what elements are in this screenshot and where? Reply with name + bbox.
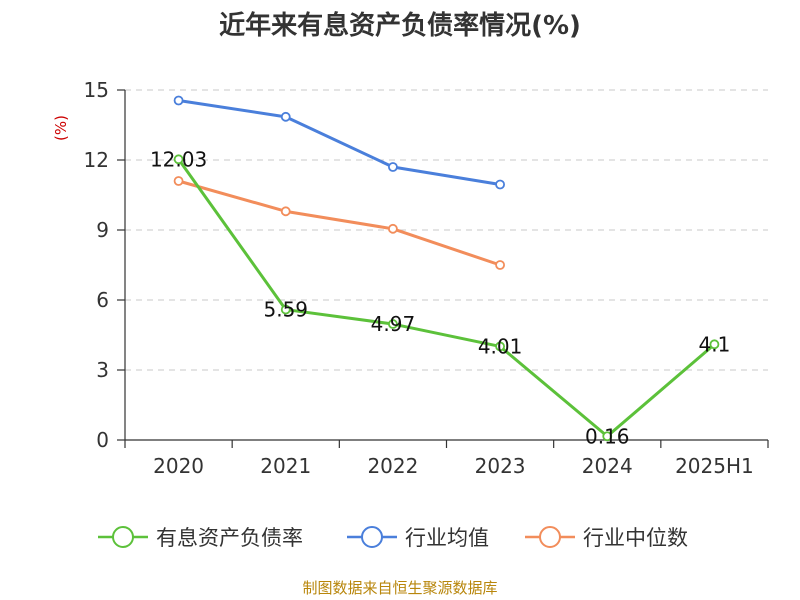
data-point	[173, 95, 184, 106]
x-tick-label: 2023	[475, 454, 526, 478]
data-point	[173, 154, 184, 165]
series-line	[178, 99, 501, 186]
y-tick-label: 0	[96, 428, 109, 452]
data-label: 4.01	[478, 334, 523, 358]
y-unit-label: (%)	[52, 115, 70, 141]
data-point	[495, 260, 505, 270]
legend-item[interactable]: 有息资产负债率	[98, 526, 303, 550]
legend-marker	[112, 526, 134, 548]
data-point	[173, 176, 184, 186]
data-point	[709, 339, 720, 350]
y-tick-label: 6	[96, 288, 109, 312]
legend-label: 行业中位数	[583, 526, 688, 550]
x-tick-label: 2022	[367, 454, 418, 478]
legend-label: 有息资产负债率	[156, 526, 303, 550]
x-tick-label: 2024	[582, 454, 633, 478]
y-tick-label: 12	[84, 148, 109, 172]
x-tick-label: 2020	[153, 454, 204, 478]
footer-source: 制图数据来自恒生聚源数据库	[302, 579, 497, 597]
legend-item[interactable]: 行业中位数	[525, 526, 688, 550]
chart-title: 近年来有息资产负债率情况(%)	[219, 10, 581, 41]
x-tick-label: 2025H1	[675, 454, 754, 478]
data-point	[388, 223, 398, 234]
data-point	[388, 319, 398, 329]
series-0	[173, 154, 720, 442]
x-tick-label: 2021	[260, 454, 311, 478]
series-line	[178, 179, 501, 267]
data-point	[280, 206, 291, 217]
series-1	[173, 95, 505, 190]
y-tick-label: 9	[96, 218, 109, 242]
data-label: 12.03	[150, 147, 207, 171]
y-tick-label: 15	[84, 78, 109, 102]
y-tick-label: 3	[96, 358, 109, 382]
series-line	[177, 158, 716, 438]
data-label: 5.59	[263, 298, 308, 322]
data-label: 0.16	[585, 424, 630, 448]
legend-label: 行业均值	[405, 526, 489, 550]
data-point	[280, 111, 291, 122]
data-point	[388, 162, 398, 172]
data-label: 4.1	[699, 332, 731, 356]
data-point	[495, 341, 505, 352]
data-label: 4.97	[371, 312, 416, 336]
legend-marker	[539, 526, 561, 548]
legend-marker	[361, 526, 383, 548]
data-point	[280, 304, 291, 315]
legend-item[interactable]: 行业均值	[347, 526, 489, 550]
data-point	[495, 179, 505, 190]
series-2	[173, 176, 505, 270]
data-point	[602, 431, 613, 442]
